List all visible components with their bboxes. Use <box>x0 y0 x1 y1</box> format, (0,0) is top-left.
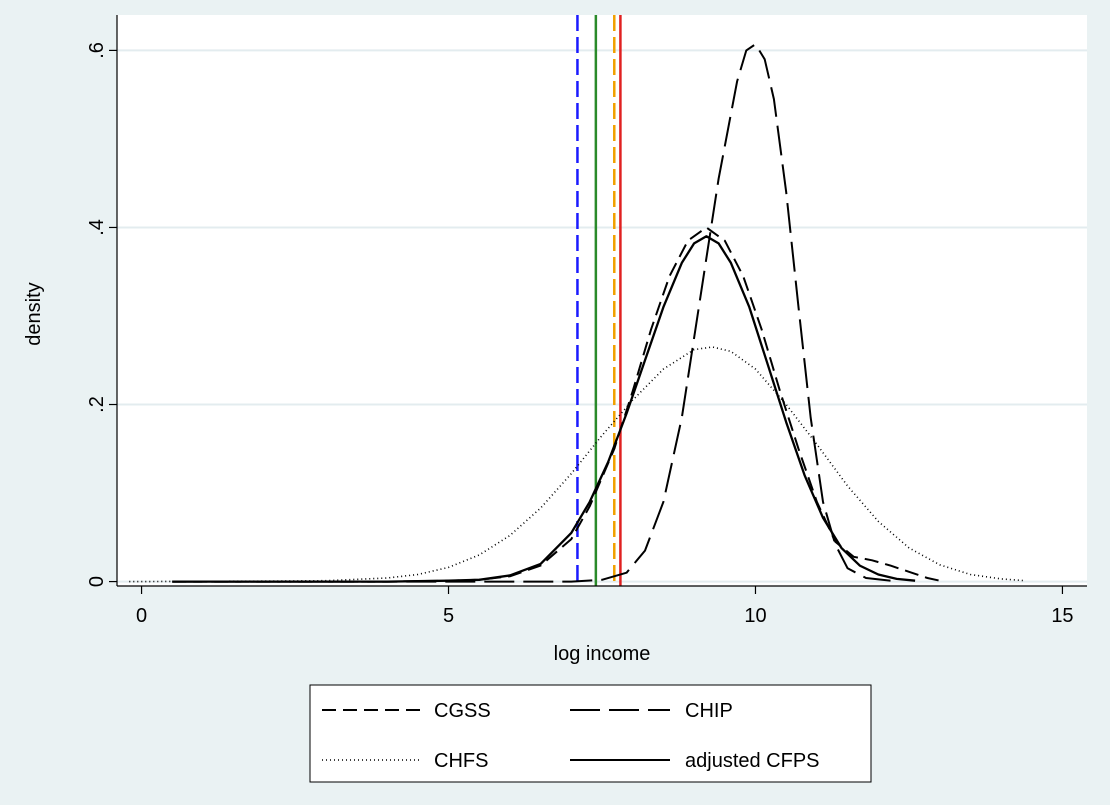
y-axis-title: density <box>23 282 45 345</box>
x-tick-label-1: 5 <box>443 605 454 627</box>
y-tick-label-3: .6 <box>86 42 108 59</box>
legend-label-chfs: CHFS <box>434 750 488 772</box>
series-lines <box>129 43 1026 583</box>
legend-label-chip: CHIP <box>685 700 733 722</box>
x-tick-label-3: 15 <box>1051 605 1073 627</box>
legend: CGSS CHIP CHFS adjusted CFPS <box>309 684 872 783</box>
legend-label-cgss: CGSS <box>434 700 491 722</box>
x-ticks: 0 5 10 15 <box>136 586 1074 627</box>
y-tick-label-0: 0 <box>86 576 108 587</box>
x-tick-label-0: 0 <box>136 605 147 627</box>
plot-area <box>117 15 1087 586</box>
series-line-chip <box>172 43 891 583</box>
y-tick-label-1: .2 <box>86 396 108 413</box>
y-ticks: 0 .2 .4 .6 <box>86 42 117 587</box>
series-line-adjusted-cfps <box>172 235 916 583</box>
x-axis-title: log income <box>554 643 651 665</box>
y-tick-label-2: .4 <box>86 219 108 236</box>
legend-label-adjusted-cfps: adjusted CFPS <box>685 750 820 772</box>
legend-box <box>309 684 872 783</box>
x-tick-label-2: 10 <box>744 605 766 627</box>
